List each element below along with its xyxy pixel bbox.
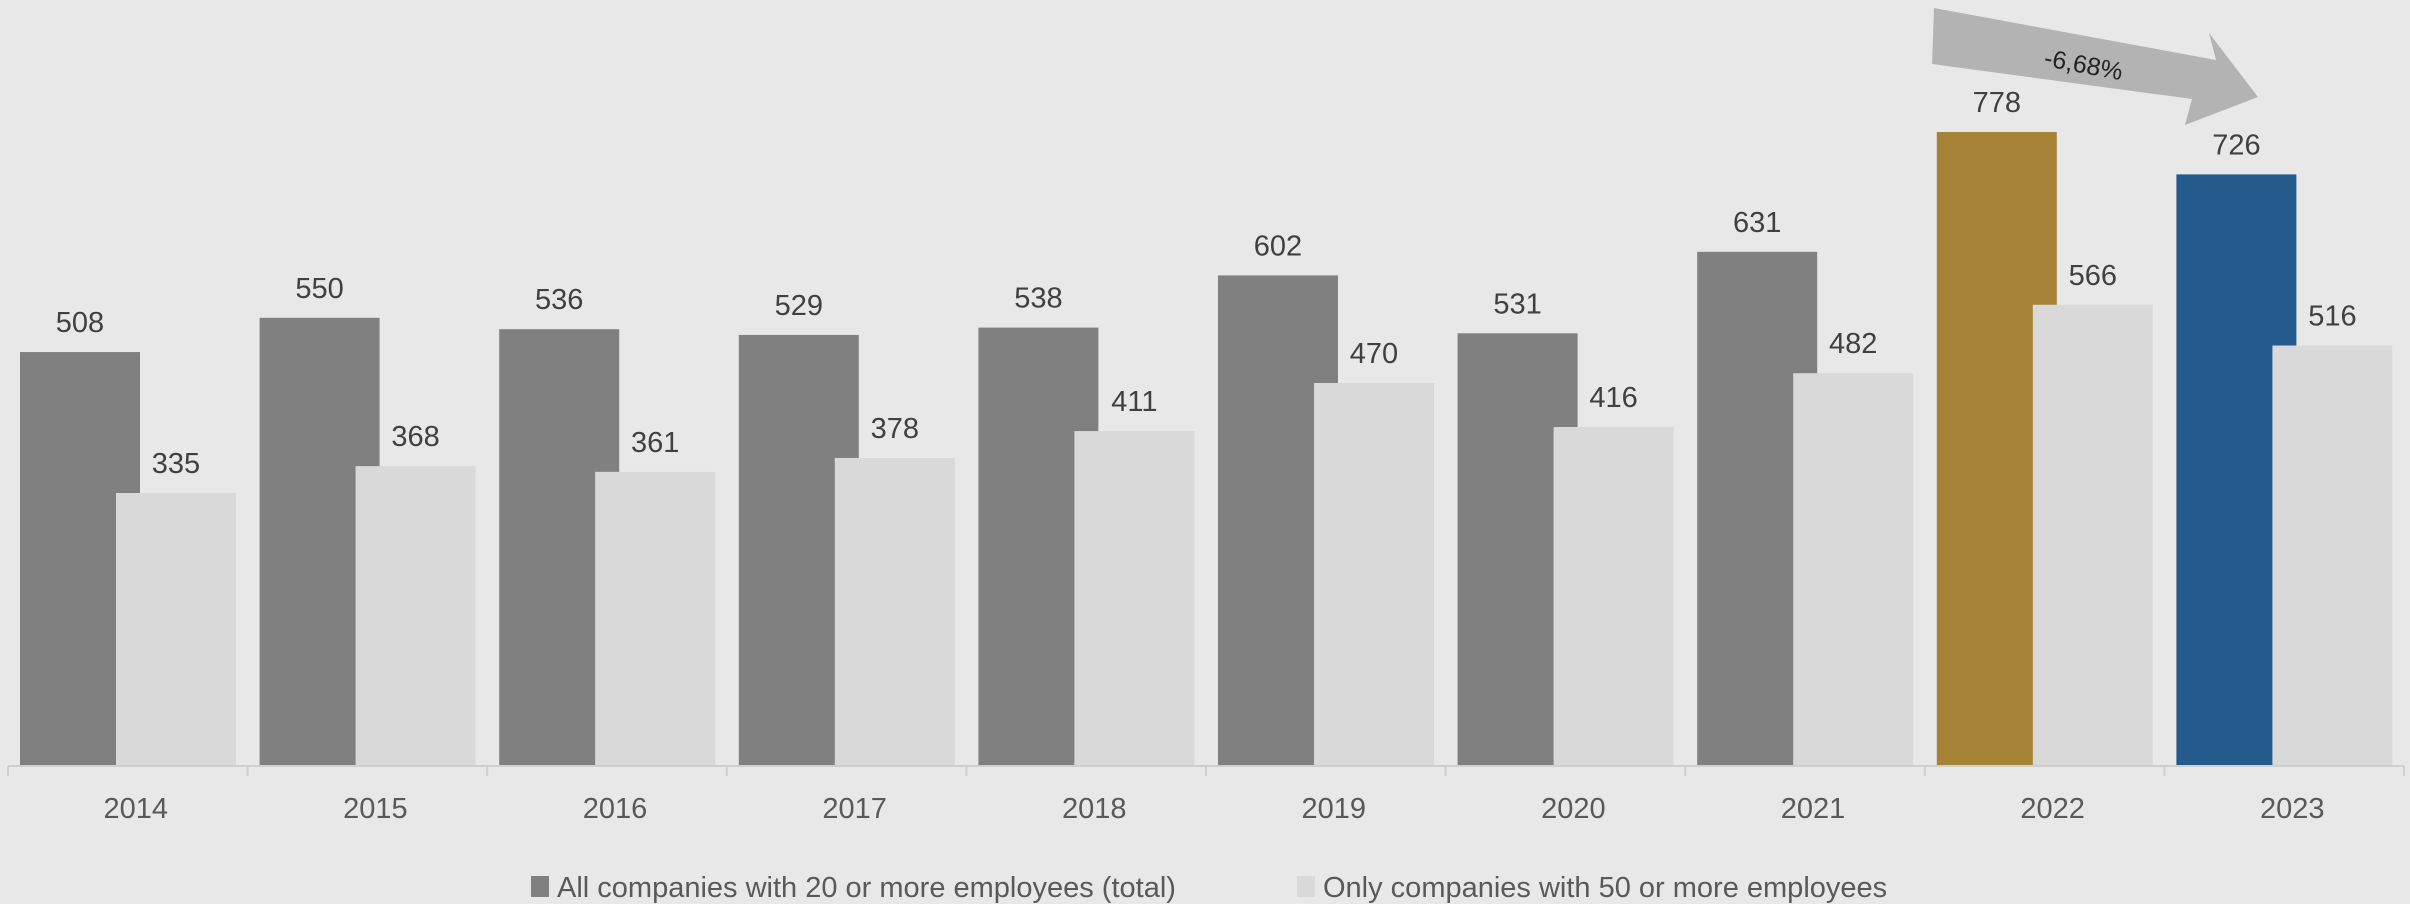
bar-50-plus-2020 [1553, 427, 1674, 766]
label-all-companies-2023: 726 [2212, 129, 2260, 161]
bar-50-plus-2017 [834, 457, 955, 766]
legend: All companies with 20 or more employees … [531, 872, 1887, 904]
bar-50-plus-2021 [1793, 373, 1914, 766]
tick-label-2023: 2023 [2260, 793, 2325, 825]
label-all-companies-2021: 631 [1733, 207, 1781, 239]
tick-label-2022: 2022 [2020, 793, 2085, 825]
bar-50-plus-2022 [2032, 304, 2153, 766]
label-50-plus-2022: 566 [2069, 260, 2117, 292]
bar-50-plus-2016 [595, 471, 716, 766]
label-50-plus-2017: 378 [871, 413, 919, 445]
legend-swatch-all-companies [531, 876, 549, 897]
label-50-plus-2020: 416 [1589, 382, 1637, 414]
tick-label-2019: 2019 [1302, 793, 1367, 825]
bar-50-plus-2018 [1074, 431, 1195, 766]
label-50-plus-2014: 335 [152, 448, 200, 480]
tick-label-2016: 2016 [583, 793, 648, 825]
label-50-plus-2016: 361 [631, 427, 679, 459]
tick-label-2020: 2020 [1541, 793, 1606, 825]
legend-label-all-companies: All companies with 20 or more employees … [557, 872, 1176, 904]
label-all-companies-2018: 538 [1014, 283, 1062, 315]
label-all-companies-2019: 602 [1254, 230, 1302, 262]
tick-label-2015: 2015 [343, 793, 408, 825]
label-all-companies-2015: 550 [295, 273, 343, 305]
x-axis-ticks: 2014 2015 2016 2017 2018 2019 2020 2021 2022 2023 [7, 766, 2405, 825]
bars-layer [20, 132, 2393, 767]
bar-50-plus-2014 [116, 493, 236, 766]
bar-50-plus-2019 [1314, 383, 1434, 766]
label-50-plus-2015: 368 [391, 421, 439, 453]
label-50-plus-2019: 470 [1350, 338, 1398, 370]
bar-50-plus-2023 [2272, 345, 2393, 766]
tick-label-2017: 2017 [822, 793, 887, 825]
legend-label-50-plus: Only companies with 50 or more employees [1323, 872, 1887, 904]
change-arrow-annotation: -6,68% [1932, 8, 2258, 125]
tick-label-2018: 2018 [1062, 793, 1127, 825]
label-all-companies-2014: 508 [56, 307, 104, 339]
label-all-companies-2017: 529 [775, 290, 823, 322]
label-all-companies-2020: 531 [1493, 288, 1541, 320]
label-50-plus-2018: 411 [1111, 386, 1157, 418]
tick-label-2021: 2021 [1781, 793, 1846, 825]
data-labels-layer: 508 335 550 368 536 361 529 378 538 411 602 470 531 4… [56, 87, 2357, 480]
bar-50-plus-2015 [355, 466, 476, 766]
label-all-companies-2022: 778 [1973, 87, 2021, 119]
legend-swatch-50-plus [1297, 876, 1315, 897]
label-all-companies-2016: 536 [535, 284, 583, 316]
label-50-plus-2023: 516 [2308, 301, 2356, 333]
label-50-plus-2021: 482 [1829, 328, 1877, 360]
tick-label-2014: 2014 [104, 793, 169, 825]
change-arrow-shape [1932, 8, 2258, 125]
